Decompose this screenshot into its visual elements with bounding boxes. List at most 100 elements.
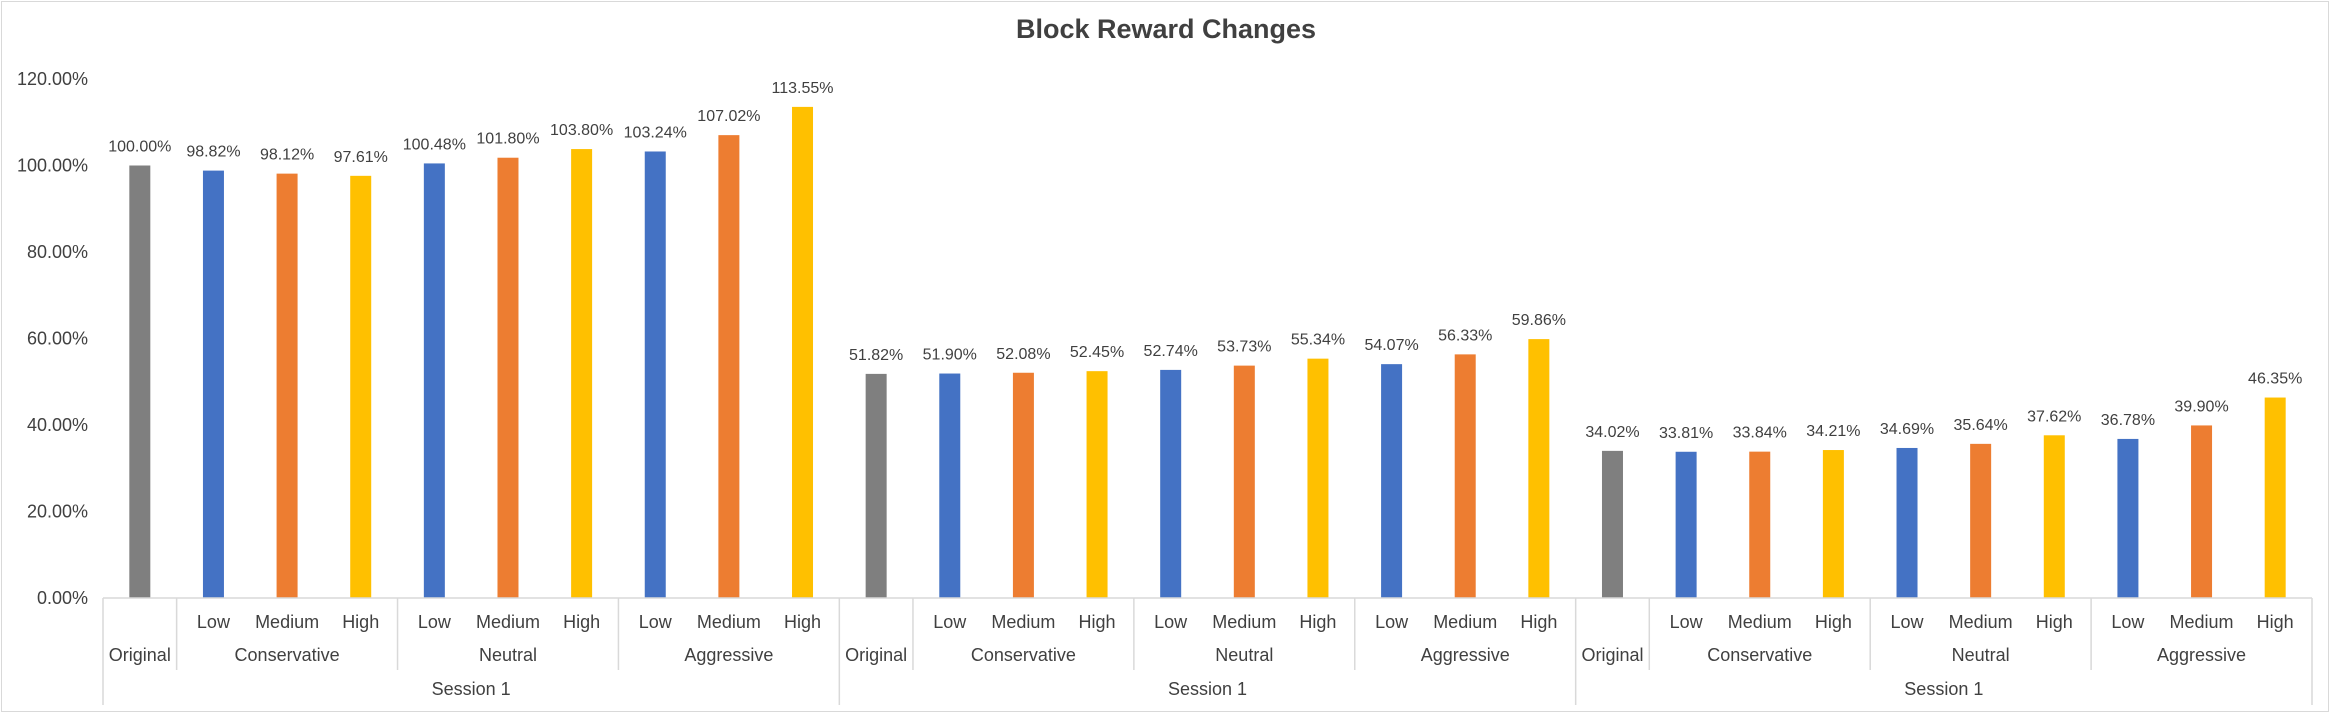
data-label: 39.90% bbox=[2174, 398, 2228, 415]
bar bbox=[571, 149, 593, 598]
data-label: 36.78% bbox=[2101, 412, 2155, 429]
data-label: 46.35% bbox=[2248, 371, 2302, 388]
x-category-label: High bbox=[563, 612, 600, 632]
x-category-label: Original bbox=[1581, 645, 1643, 665]
data-label: 56.33% bbox=[1438, 327, 1492, 344]
x-axis: Original Low Medium High Low Medium High Low Med… bbox=[102, 597, 2313, 705]
bar bbox=[202, 170, 224, 598]
bar bbox=[1454, 354, 1476, 598]
chart-title: Block Reward Changes bbox=[1015, 14, 1317, 44]
bar bbox=[1601, 450, 1623, 598]
data-label: 53.73% bbox=[1217, 339, 1271, 356]
data-label: 35.64% bbox=[1954, 417, 2008, 434]
data-label: 34.21% bbox=[1806, 423, 1860, 440]
data-label: 52.74% bbox=[1144, 343, 1198, 360]
x-category-label: Medium bbox=[476, 612, 540, 632]
data-label: 34.02% bbox=[1585, 424, 1639, 441]
x-category-label: Low bbox=[1670, 612, 1704, 632]
data-label: 51.90% bbox=[923, 347, 977, 364]
x-category-label: Low bbox=[2111, 612, 2145, 632]
data-label: 33.81% bbox=[1659, 425, 1713, 442]
x-group-label: Conservative bbox=[1707, 645, 1812, 665]
x-session-label: Session 1 bbox=[1904, 679, 1983, 699]
x-category-label: Medium bbox=[1433, 612, 1497, 632]
bar bbox=[1160, 369, 1182, 598]
bar bbox=[2191, 425, 2213, 598]
y-axis-ticks: 0.00% 20.00% 40.00% 60.00% 80.00% 100.00% 120.… bbox=[17, 69, 88, 608]
data-label: 52.08% bbox=[996, 346, 1050, 363]
data-label: 59.86% bbox=[1512, 312, 1566, 329]
bar bbox=[1822, 450, 1844, 598]
x-session-label: Session 1 bbox=[432, 679, 511, 699]
bar bbox=[497, 157, 519, 598]
data-label: 55.34% bbox=[1291, 332, 1345, 349]
bar bbox=[1307, 358, 1329, 598]
bar bbox=[792, 106, 814, 599]
x-category-label: Medium bbox=[255, 612, 319, 632]
bar bbox=[644, 151, 666, 598]
data-label: 100.48% bbox=[403, 136, 466, 153]
bar bbox=[1381, 364, 1403, 598]
y-tick-label: 80.00% bbox=[27, 242, 88, 262]
y-tick-label: 120.00% bbox=[17, 69, 88, 89]
x-category-label: Medium bbox=[697, 612, 761, 632]
data-label: 98.12% bbox=[260, 147, 314, 164]
bars bbox=[129, 106, 2286, 599]
x-category-label: High bbox=[2036, 612, 2073, 632]
x-group-label: Conservative bbox=[235, 645, 340, 665]
data-label: 107.02% bbox=[697, 108, 760, 125]
x-session-label: Session 1 bbox=[1168, 679, 1247, 699]
bar bbox=[1970, 443, 1992, 598]
data-label: 103.24% bbox=[624, 124, 687, 141]
data-label: 98.82% bbox=[186, 144, 240, 161]
data-label: 103.80% bbox=[550, 122, 613, 139]
x-group-label: Aggressive bbox=[684, 645, 773, 665]
x-category-label: Medium bbox=[1728, 612, 1792, 632]
x-category-label: High bbox=[1299, 612, 1336, 632]
x-category-label: High bbox=[2257, 612, 2294, 632]
data-label: 101.80% bbox=[476, 131, 539, 148]
data-label: 52.45% bbox=[1070, 344, 1124, 361]
x-category-label: Medium bbox=[991, 612, 1055, 632]
bar bbox=[1896, 447, 1918, 598]
bar bbox=[865, 373, 887, 598]
bar bbox=[2264, 397, 2286, 598]
y-tick-label: 100.00% bbox=[17, 156, 88, 176]
data-label: 54.07% bbox=[1364, 337, 1418, 354]
bar bbox=[1012, 372, 1034, 598]
x-category-label: Low bbox=[1891, 612, 1925, 632]
data-label: 51.82% bbox=[849, 347, 903, 364]
x-category-label: Low bbox=[1375, 612, 1409, 632]
x-group-label: Neutral bbox=[1215, 645, 1273, 665]
y-tick-label: 60.00% bbox=[27, 329, 88, 349]
y-tick-label: 20.00% bbox=[27, 502, 88, 522]
data-label: 33.84% bbox=[1733, 425, 1787, 442]
x-category-label: High bbox=[1520, 612, 1557, 632]
data-label: 37.62% bbox=[2027, 408, 2081, 425]
bar bbox=[1233, 365, 1255, 598]
x-category-label: Low bbox=[639, 612, 673, 632]
x-category-label: High bbox=[342, 612, 379, 632]
x-group-label: Aggressive bbox=[2157, 645, 2246, 665]
bar bbox=[1528, 339, 1550, 598]
x-category-label: Medium bbox=[2170, 612, 2234, 632]
x-category-label: High bbox=[1079, 612, 1116, 632]
x-group-label: Aggressive bbox=[1421, 645, 1510, 665]
data-label: 97.61% bbox=[334, 149, 388, 166]
bar bbox=[129, 165, 151, 598]
data-label: 34.69% bbox=[1880, 421, 1934, 438]
x-category-label: High bbox=[1815, 612, 1852, 632]
bar bbox=[1086, 371, 1108, 598]
x-group-label: Neutral bbox=[479, 645, 537, 665]
bar bbox=[1749, 451, 1771, 598]
x-group-label: Conservative bbox=[971, 645, 1076, 665]
data-labels: 100.00% 98.82% 98.12% 97.61% 100.48% 101.80% 1… bbox=[108, 80, 2302, 442]
bar bbox=[718, 135, 740, 599]
x-category-label: Low bbox=[197, 612, 231, 632]
x-category-label: High bbox=[784, 612, 821, 632]
bar bbox=[939, 373, 961, 598]
y-tick-label: 40.00% bbox=[27, 415, 88, 435]
bar bbox=[276, 173, 298, 599]
